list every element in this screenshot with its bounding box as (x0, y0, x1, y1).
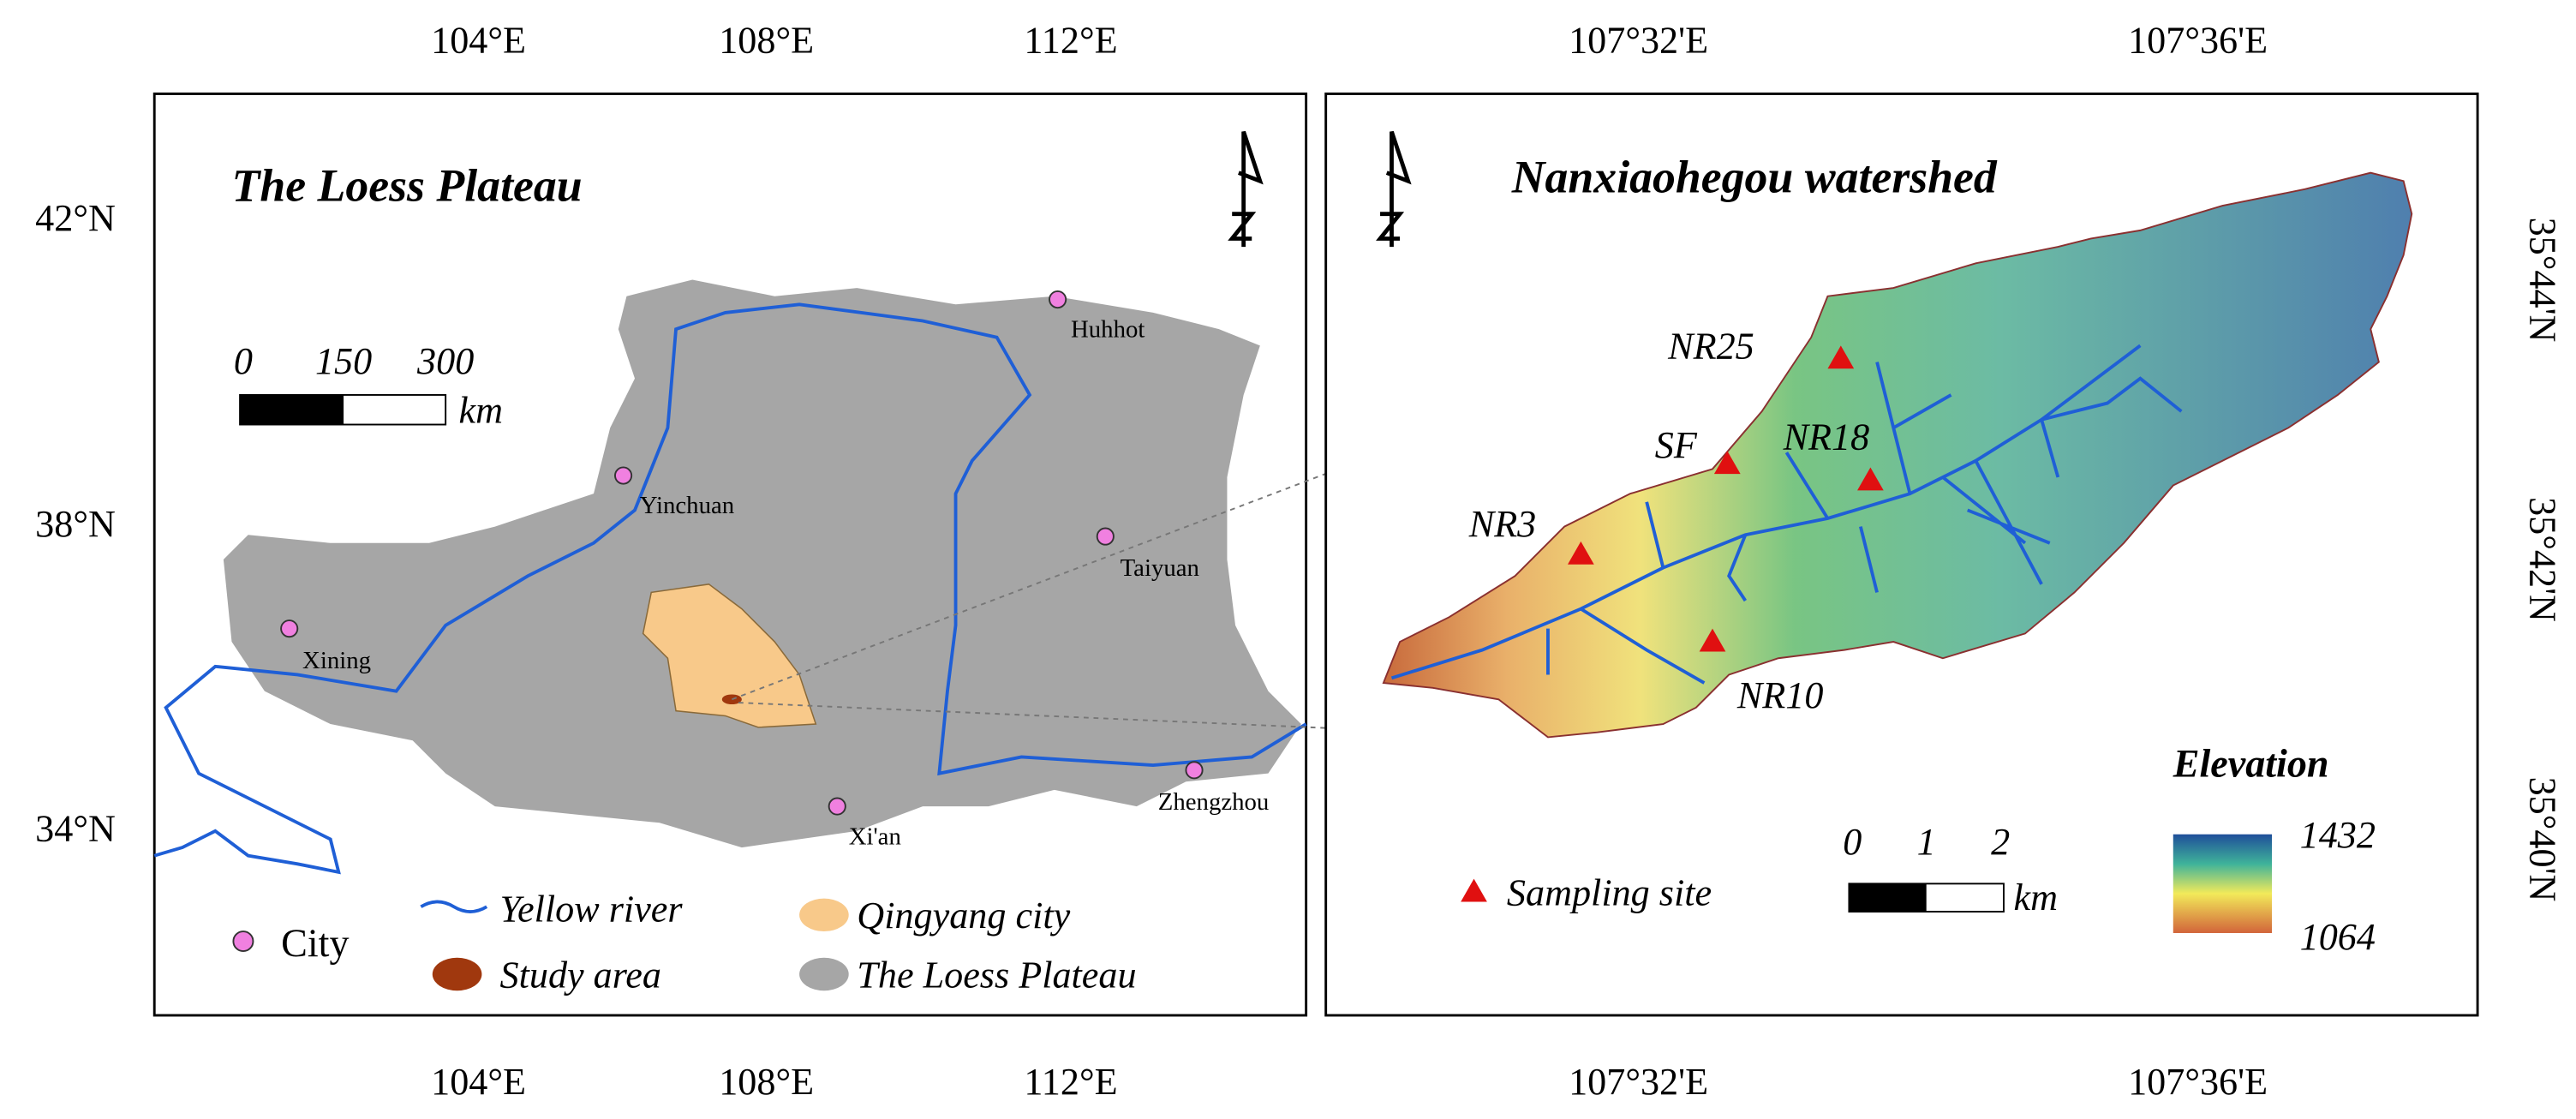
qingyang-city (642, 583, 817, 728)
legend-symbol (1461, 878, 1487, 902)
x-tick-label: 108°E (719, 1061, 814, 1103)
y-tick-label: 34°N (35, 807, 116, 849)
x-tick-label: 107°32'E (1569, 1061, 1708, 1103)
scale-label: 0 (234, 340, 253, 382)
scale-bar (1849, 883, 1927, 913)
legend-label: Qingyang city (857, 895, 1070, 936)
city-label: Xi'an (849, 823, 901, 850)
legend-symbol (432, 957, 482, 991)
north-arrow (1228, 130, 1264, 248)
north-arrow (1376, 130, 1412, 248)
loess-plateau (223, 279, 1301, 848)
legend-symbol (799, 957, 849, 991)
x-tick-label: 107°36'E (2128, 19, 2268, 61)
legend-label: City (281, 921, 349, 965)
site-marker (1699, 628, 1726, 652)
elevation-ramp (2173, 834, 2273, 933)
watershed-dem (1382, 171, 2413, 739)
scale-label: 150 (315, 340, 372, 382)
x-tick-label: 104°E (431, 1061, 526, 1103)
right-map: Nanxiaohegou watershed 107°32'E 107°36'E… (1324, 19, 2564, 1103)
city-marker (1049, 290, 1067, 309)
scale-label: 0 (1843, 821, 1862, 863)
city-marker (614, 466, 633, 485)
x-tick-label: 107°36'E (2128, 1061, 2268, 1103)
legend-symbol (420, 900, 488, 913)
city-label: Zhengzhou (1158, 788, 1270, 816)
site-marker (1857, 467, 1884, 491)
map-title: The Loess Plateau (231, 159, 582, 211)
city-label: Yinchuan (640, 492, 734, 519)
scale-label: 300 (416, 340, 474, 382)
x-tick-label: 107°32'E (1569, 19, 1708, 61)
elevation-title: Elevation (2173, 742, 2329, 786)
city-marker (280, 619, 299, 638)
elevation-min: 1064 (2300, 916, 2376, 958)
scale-label: 1 (1917, 821, 1936, 863)
y-tick-label: 35°44'N (2522, 218, 2564, 343)
x-tick-label: 112°E (1024, 19, 1117, 61)
streams (1390, 344, 2183, 685)
legend-symbol (799, 898, 849, 932)
map-title: Nanxiaohegou watershed (1511, 152, 1998, 203)
city-marker (1096, 527, 1115, 546)
site-marker (1827, 345, 1855, 369)
y-tick-label: 35°40'N (2522, 777, 2564, 902)
sampling-sites (1568, 345, 1884, 652)
y-tick-label: 38°N (35, 503, 116, 545)
y-tick-label: 42°N (35, 197, 116, 239)
legend-label: Yellow river (500, 889, 684, 931)
stream (1390, 376, 2183, 680)
cities (280, 290, 1204, 816)
elevation-max: 1432 (2300, 814, 2376, 856)
city-marker (1185, 761, 1204, 780)
legend-label: Sampling site (1507, 871, 1712, 913)
y-tick-label: 35°42'N (2522, 497, 2564, 622)
x-tick-label: 104°E (431, 19, 526, 61)
stream (1546, 344, 2142, 685)
site-label: NR25 (1667, 326, 1754, 368)
scale-unit: km (2013, 877, 2058, 919)
legend-label: Study area (500, 954, 661, 996)
city-label: Taiyuan (1121, 554, 1199, 582)
left-map: The Loess Plateau 104°E 108°E 112°E 104°… (35, 19, 1828, 1103)
site-label: NR18 (1783, 416, 1870, 458)
scale-bar (240, 394, 344, 425)
scale-unit: km (459, 390, 503, 432)
site-label: SF (1655, 424, 1698, 466)
city-label: Xining (302, 647, 371, 674)
legend-label: The Loess Plateau (857, 954, 1136, 996)
city-marker (828, 797, 846, 816)
yellow-river (153, 302, 1307, 875)
city-label: Huhhot (1071, 316, 1145, 344)
site-label: NR10 (1736, 674, 1824, 716)
site-marker (1713, 451, 1741, 475)
site-label: NR3 (1468, 503, 1537, 545)
scale-label: 2 (1991, 821, 2010, 863)
zoom-line (732, 282, 1828, 701)
site-marker (1568, 541, 1594, 565)
x-tick-label: 108°E (719, 19, 814, 61)
legend-symbol (232, 931, 254, 953)
x-tick-label: 112°E (1024, 1061, 1117, 1103)
